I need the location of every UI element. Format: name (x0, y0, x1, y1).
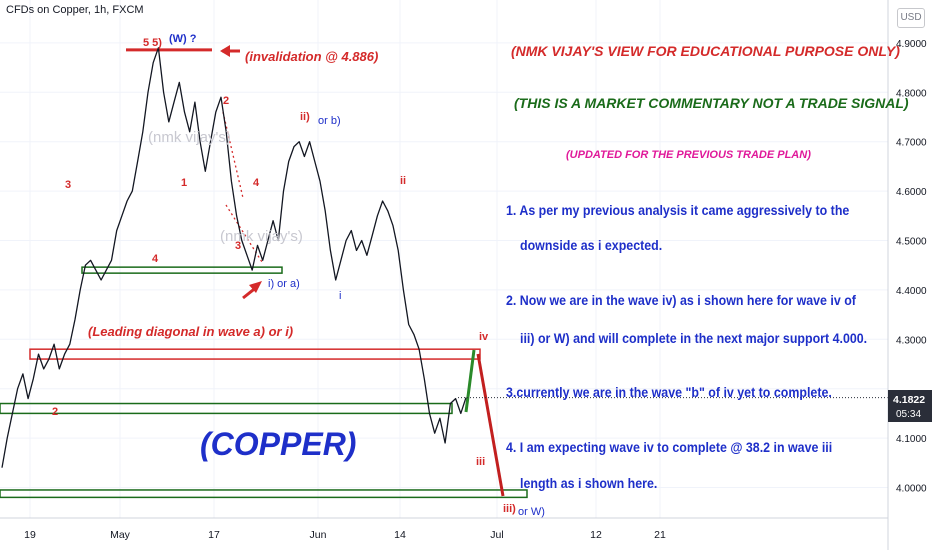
support-resistance-levels (0, 48, 528, 499)
commentary-line-2: (THIS IS A MARKET COMMENTARY NOT A TRADE… (514, 95, 909, 111)
wave-w-label: (W) ? (169, 33, 197, 45)
note-2b: iii) or W) and will complete in the next… (520, 331, 868, 346)
time-tick-label: 14 (394, 529, 406, 541)
wave-label-red: 4 (152, 253, 159, 265)
price-axis[interactable]: 4.9000 4.8000 4.7000 4.6000 4.5000 4.4000 4.30… (887, 0, 932, 550)
time-tick-label: May (110, 529, 131, 541)
price-series (1, 47, 888, 468)
leading-diagonal-label: (Leading diagonal in wave a) or i) (88, 324, 293, 339)
wave-labels: (invalidation @ 4.886) (Leading diagonal … (52, 33, 545, 518)
wave-label-red: 2 (223, 95, 229, 107)
time-tick-label: 12 (590, 529, 602, 541)
wave-label-red: 4 (253, 177, 260, 189)
wave-label-red: ii (400, 175, 406, 187)
wave-label-red: 3 (235, 240, 241, 252)
wave-label-red: iii) (503, 503, 516, 515)
last-price-label: 4.1822 (893, 394, 925, 406)
wave-label-red: 1 (181, 177, 187, 189)
time-tick-label: 17 (208, 529, 220, 541)
support-box-2 (0, 402, 453, 415)
note-4b: length as i shown here. (520, 476, 658, 491)
support-box-4 (81, 266, 283, 274)
watermark-2: (nmk vijay's) (220, 228, 303, 245)
target-box-4000 (0, 489, 528, 499)
wave-label-blue: i (339, 290, 341, 302)
currency-button[interactable]: USD (897, 8, 925, 28)
note-3: 3.currently we are in the wave "b" of iv… (506, 385, 832, 400)
time-tick-label: 19 (24, 529, 36, 541)
time-tick-label: Jul (490, 529, 503, 541)
price-line (1, 47, 467, 468)
commentary-line-1: (NMK VIJAY'S VIEW FOR EDUCATIONAL PURPOS… (511, 43, 900, 59)
wave-label-red: iii (476, 456, 485, 468)
note-4a: 4. I am expecting wave iv to complete @ … (506, 440, 833, 455)
wave-label-red: 3 (65, 179, 71, 191)
time-tick-label: Jun (310, 529, 327, 541)
wave-label-red: 2 (52, 406, 58, 418)
invalidation-label: (invalidation @ 4.886) (245, 49, 378, 64)
chart-grid (0, 0, 888, 518)
last-price-badge (888, 390, 932, 422)
wave-label-red: ii) (300, 111, 310, 123)
price-tick-label: 4.3000 (896, 335, 927, 346)
time-axis[interactable]: 19 May 17 Jun 14 Jul 12 21 (0, 517, 888, 541)
price-tick-label: 4.9000 (896, 39, 927, 50)
price-tick-label: 4.7000 (896, 138, 927, 149)
symbol-label: (COPPER) (200, 426, 356, 462)
projection-line-red (476, 353, 505, 497)
note-1b: downside as i expected. (520, 238, 663, 253)
price-tick-label: 4.4000 (896, 286, 927, 297)
wave-label-blue: i) or a) (268, 278, 300, 290)
diagonal-upper (222, 111, 244, 199)
wave-i-arrow-head (249, 281, 262, 293)
wave-label-blue: or b) (318, 115, 341, 127)
chart-title: CFDs on Copper, 1h, FXCM (6, 4, 144, 16)
watermark-1: (nmk vijay's) (148, 129, 231, 146)
wave-label-blue: or W) (518, 506, 545, 518)
projection-line-green (464, 349, 476, 413)
time-tick-label: 21 (654, 529, 666, 541)
price-tick-label: 4.1000 (896, 434, 927, 445)
invalidation-arrow-head (220, 45, 230, 57)
countdown-label: 05:34 (896, 409, 921, 420)
price-tick-label: 4.5000 (896, 237, 927, 248)
wave-5-label: 5 5) (143, 37, 162, 49)
price-tick-label: 4.8000 (896, 88, 927, 99)
price-tick-label: 4.0000 (896, 484, 927, 495)
commentary-line-3: (UPDATED FOR THE PREVIOUS TRADE PLAN) (566, 149, 811, 161)
wave-label-red: iv (479, 331, 489, 343)
resistance-box-iv (29, 348, 481, 360)
note-2a: 2. Now we are in the wave iv) as i shown… (506, 293, 856, 308)
note-1a: 1. As per my previous analysis it came a… (506, 203, 850, 218)
price-axis-bg (888, 0, 932, 550)
price-tick-label: 4.6000 (896, 187, 927, 198)
